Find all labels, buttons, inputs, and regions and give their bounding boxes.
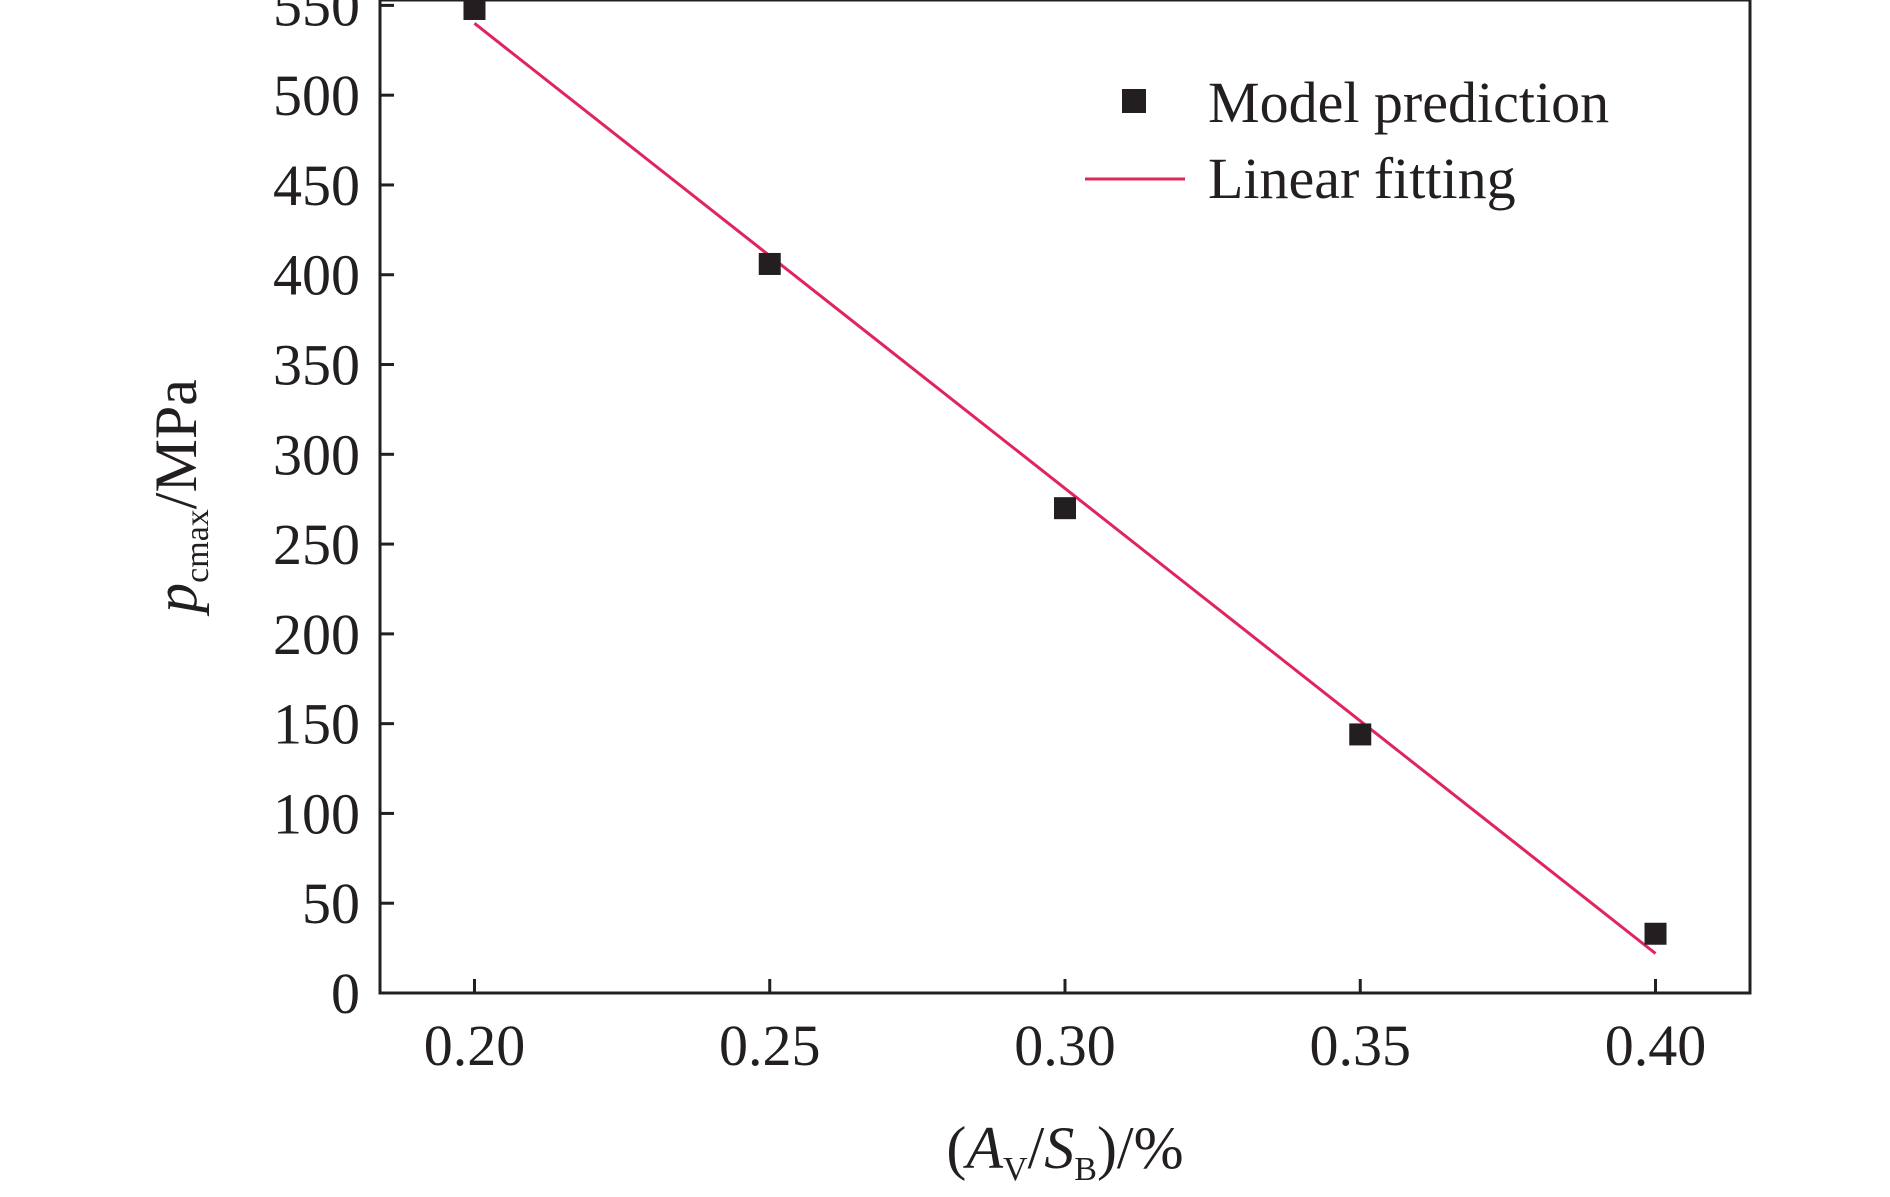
y-tick-label: 300 bbox=[273, 422, 360, 487]
y-tick-label: 350 bbox=[273, 333, 360, 398]
series-points bbox=[463, 0, 1667, 945]
legend: Model prediction Linear fitting bbox=[1085, 70, 1609, 211]
y-axis-ticks bbox=[380, 3, 394, 995]
model-prediction-point bbox=[1349, 723, 1372, 746]
model-prediction-point bbox=[758, 252, 781, 275]
legend-label-linear-fitting: Linear fitting bbox=[1208, 146, 1516, 211]
linear-fitting-line bbox=[473, 22, 1657, 955]
series-lines bbox=[473, 22, 1657, 955]
x-tick-label: 0.25 bbox=[719, 1013, 821, 1078]
legend-item-model-prediction: Model prediction bbox=[1122, 70, 1609, 135]
legend-item-linear-fitting: Linear fitting bbox=[1085, 146, 1516, 211]
y-tick-label: 0 bbox=[331, 961, 360, 1026]
y-tick-label: 150 bbox=[273, 692, 360, 757]
y-tick-label: 250 bbox=[273, 512, 360, 577]
y-axis-tick-labels: 0 50 100 150 200 250 300 350 400 450 500 550 bbox=[273, 0, 360, 1026]
y-tick-label: 100 bbox=[273, 781, 360, 846]
x-tick-label: 0.30 bbox=[1014, 1013, 1116, 1078]
y-tick-label: 450 bbox=[273, 153, 360, 218]
x-tick-label: 0.35 bbox=[1310, 1013, 1412, 1078]
y-tick-label: 50 bbox=[302, 871, 360, 936]
legend-label-model-prediction: Model prediction bbox=[1208, 70, 1609, 135]
y-tick-label: 550 bbox=[273, 0, 360, 38]
model-prediction-point bbox=[1644, 922, 1667, 945]
legend-marker-square bbox=[1122, 89, 1146, 113]
x-tick-label: 0.20 bbox=[424, 1013, 526, 1078]
x-axis-tick-labels: 0.20 0.25 0.30 0.35 0.40 bbox=[424, 1013, 1707, 1078]
y-tick-label: 500 bbox=[273, 63, 360, 128]
model-prediction-point bbox=[1054, 497, 1076, 520]
x-axis-ticks bbox=[472, 979, 1658, 993]
y-tick-label: 400 bbox=[273, 243, 360, 308]
x-tick-label: 0.40 bbox=[1605, 1013, 1707, 1078]
y-tick-label: 200 bbox=[273, 602, 360, 667]
plot-area bbox=[378, 0, 1752, 995]
x-axis-label: (AV/SB)/% bbox=[946, 1115, 1183, 1188]
model-prediction-point bbox=[463, 0, 486, 20]
y-axis-label: pcmax/MPa bbox=[143, 379, 216, 617]
